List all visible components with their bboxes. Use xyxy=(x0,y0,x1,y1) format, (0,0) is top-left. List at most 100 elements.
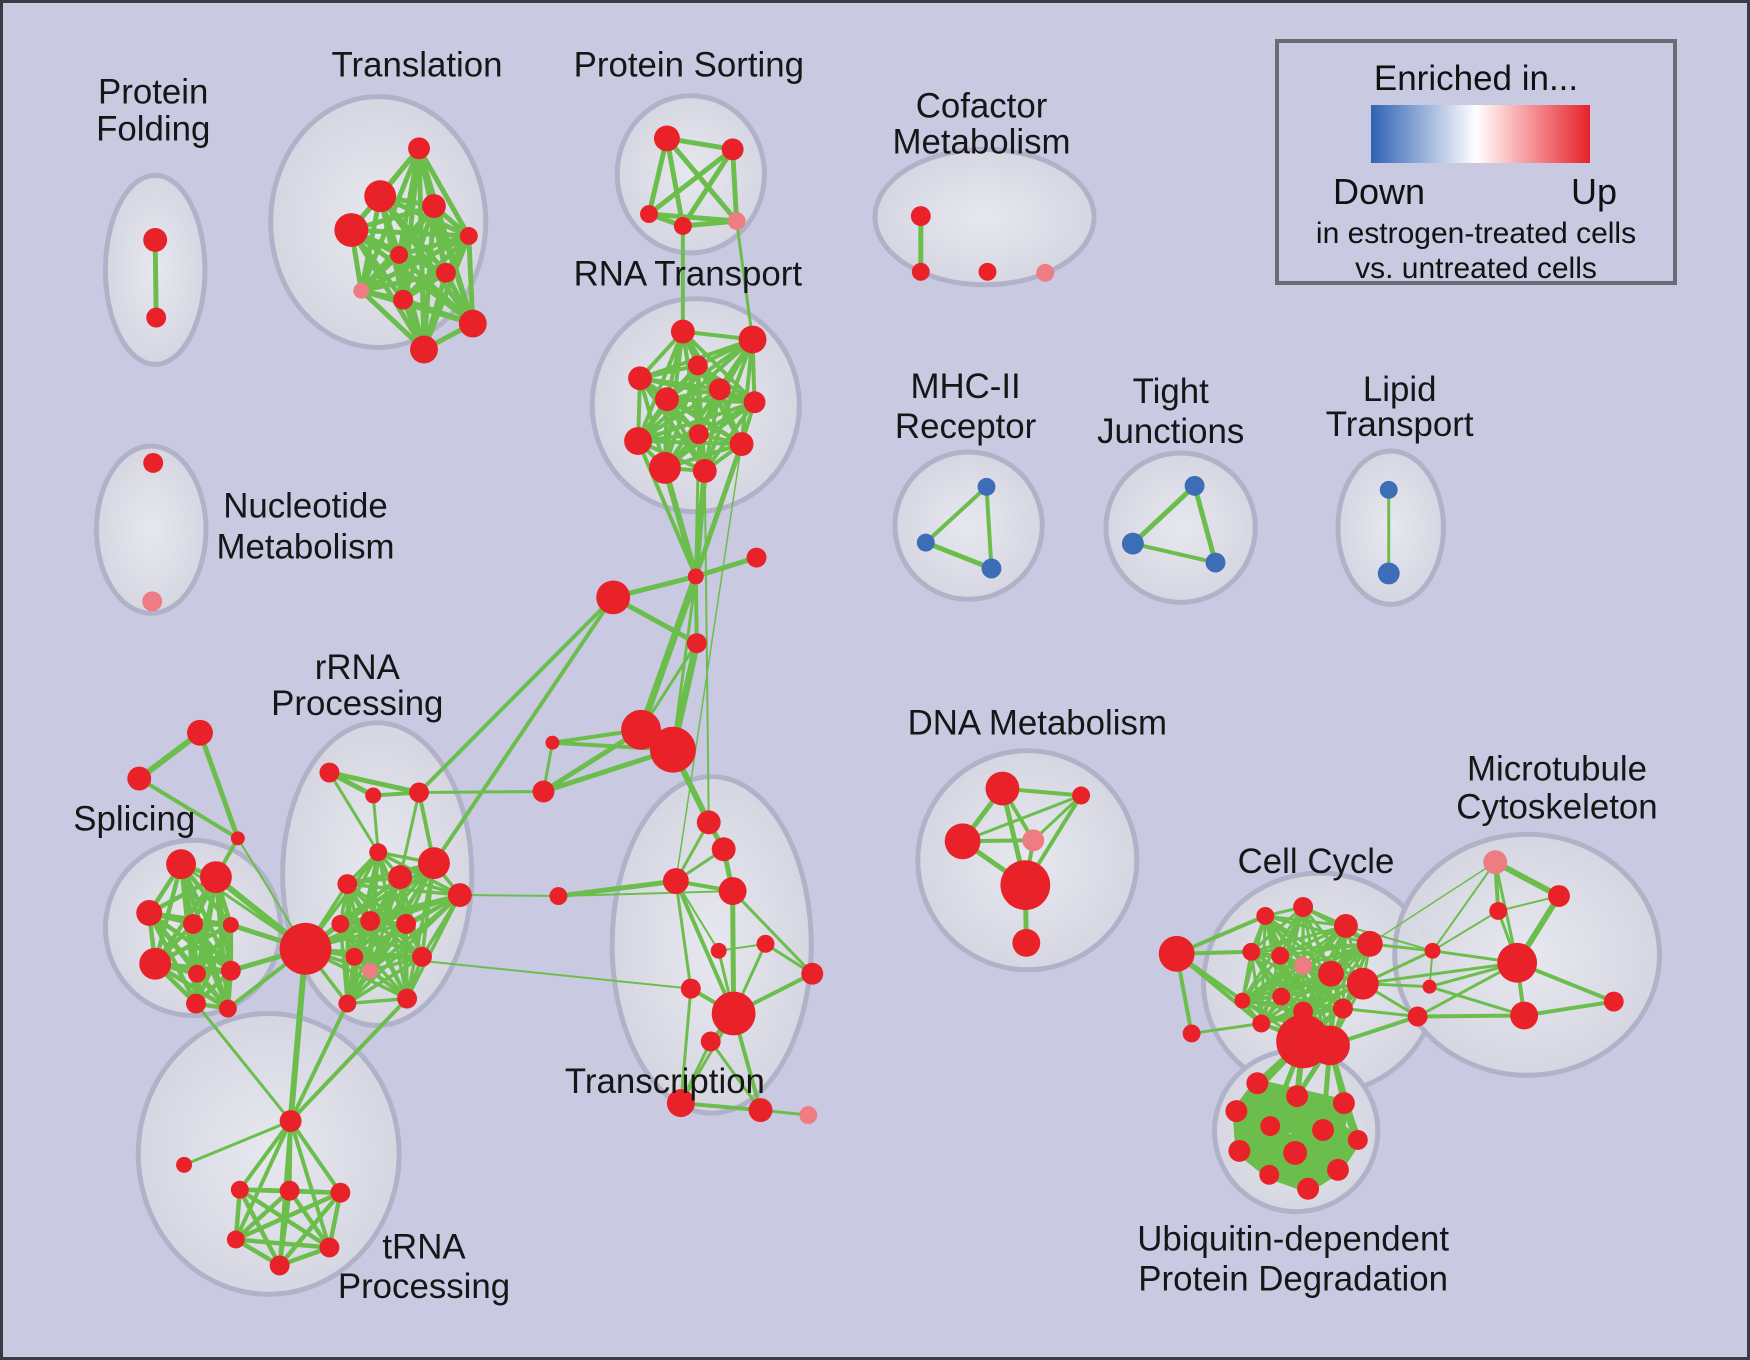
cluster-microtubule-cytoskeleton-label: Microtubule Cytoskeleton xyxy=(1456,750,1657,827)
node-t10 xyxy=(710,942,727,959)
node-rt10 xyxy=(729,432,754,456)
node-rt6 xyxy=(654,387,679,412)
node-rr5 xyxy=(388,865,413,890)
node-t2 xyxy=(649,726,696,773)
node-sp1 xyxy=(166,849,197,880)
node-tn5 xyxy=(226,1230,245,1249)
node-cc7 xyxy=(1242,942,1261,961)
node-tr11 xyxy=(410,335,438,364)
edge-t12-t15 xyxy=(679,987,693,1105)
node-ub8 xyxy=(1228,1139,1251,1162)
edge-cc2-cc13 xyxy=(1190,1021,1263,1035)
cluster-splicing-label: Splicing xyxy=(73,799,195,838)
node-rr4 xyxy=(369,843,388,862)
edge-tj1-tj3 xyxy=(1192,483,1218,566)
edge-rr8-rr16 xyxy=(405,893,462,1001)
node-cc3 xyxy=(1256,906,1275,925)
cluster-rrna-processing-label: rRNA Processing xyxy=(271,648,443,723)
node-t14 xyxy=(700,1031,721,1052)
edge-ps1-ps3 xyxy=(646,135,670,217)
node-nm1 xyxy=(143,453,164,473)
legend-down-label: Down xyxy=(1333,171,1426,212)
cluster-tight-junctions-label: Tight Junctions xyxy=(1097,372,1244,451)
node-mh1 xyxy=(977,477,996,496)
node-rt8 xyxy=(624,427,652,455)
edge-cc3-cc6 xyxy=(1263,914,1372,946)
edge-t7-t13 xyxy=(673,879,736,1016)
node-mt2 xyxy=(1548,885,1570,907)
edge-sx1-sx3 xyxy=(197,730,241,841)
edge-sp4-sp8 xyxy=(190,921,234,973)
node-sp10 xyxy=(218,999,237,1018)
node-t16 xyxy=(748,1098,773,1123)
edge-t9-t8 xyxy=(557,890,734,898)
node-rt9 xyxy=(688,424,709,445)
edge-c1-c4 xyxy=(693,574,699,646)
node-ps2 xyxy=(721,138,744,161)
edge-rt10-t7 xyxy=(675,443,743,882)
edge-ps2-ps4 xyxy=(680,146,736,229)
edge-tn4-tn7 xyxy=(277,1190,343,1268)
edge-cc8-cc12 xyxy=(1240,954,1282,1003)
edge-sx2-sx3 xyxy=(137,776,240,841)
edge-trh-tn2 xyxy=(237,1119,293,1192)
edge-cc5-cc7 xyxy=(1249,924,1348,954)
edge-tr1-tr5 xyxy=(416,145,472,239)
node-cc14 xyxy=(1272,987,1291,1006)
node-tr2 xyxy=(364,180,397,213)
edge-cc16-cj3 xyxy=(1341,1007,1420,1019)
edge-rr9-rr16 xyxy=(368,919,409,1001)
edge-tj2-tj3 xyxy=(1130,541,1218,565)
edge-ps5-rt2 xyxy=(735,219,755,342)
node-lp2 xyxy=(1377,562,1400,585)
cluster-tight-junctions-region xyxy=(1103,450,1258,605)
node-rr12 xyxy=(345,947,364,966)
node-mt3 xyxy=(1489,902,1508,920)
edge-rr2-rr4 xyxy=(371,793,380,854)
edge-mt5-mt6 xyxy=(1522,999,1616,1018)
node-ub7 xyxy=(1347,1130,1368,1150)
node-sp6 xyxy=(139,947,172,980)
edge-t7-t12 xyxy=(674,879,693,991)
node-rt12 xyxy=(692,458,717,483)
cluster-cofactor-metabolism-label: Cofactor Metabolism xyxy=(892,86,1070,161)
node-tr4 xyxy=(334,213,369,247)
node-rr3 xyxy=(409,782,429,803)
edge-rr11-rr12 xyxy=(352,922,408,959)
node-rr8 xyxy=(447,883,472,907)
edge-ps4-ps5 xyxy=(680,218,740,229)
legend-gradient-bar xyxy=(1371,105,1590,163)
edge-rt2-rt12 xyxy=(702,337,755,473)
cluster-dna-metabolism-region xyxy=(915,748,1140,973)
node-dm1 xyxy=(985,771,1020,806)
node-rt4 xyxy=(628,366,652,391)
node-rr14 xyxy=(412,946,432,967)
edge-tn3-tn6 xyxy=(287,1188,332,1250)
node-t6 xyxy=(711,837,736,862)
cluster-mhc-ii-receptor-region xyxy=(892,449,1045,602)
node-cc5 xyxy=(1333,913,1358,938)
edge-tn3-tn5 xyxy=(233,1188,292,1242)
node-t5 xyxy=(696,810,721,835)
node-cf1 xyxy=(910,206,931,227)
node-cc10 xyxy=(1318,960,1344,987)
node-dm2 xyxy=(1072,786,1091,805)
edge-cj3-mt5 xyxy=(1415,1013,1527,1019)
node-lp1 xyxy=(1379,480,1398,499)
node-tr5 xyxy=(459,227,478,245)
edge-rr5-rr15 xyxy=(345,875,402,1006)
node-sp7 xyxy=(188,964,206,983)
node-sp5 xyxy=(222,916,239,933)
edge-sp3-sp9 xyxy=(146,910,199,1006)
cluster-protein-folding-label: Protein Folding xyxy=(96,73,210,149)
node-sp4 xyxy=(183,913,203,934)
edge-cc10-cc12 xyxy=(1240,972,1333,1003)
edge-rr0-trh xyxy=(287,945,309,1125)
node-cc6 xyxy=(1356,930,1383,957)
node-t3 xyxy=(545,735,560,750)
node-tn1 xyxy=(176,1156,193,1173)
node-tr8 xyxy=(353,282,370,299)
node-rt1 xyxy=(670,319,695,344)
node-rr9 xyxy=(360,910,381,931)
node-t1 xyxy=(621,709,661,750)
